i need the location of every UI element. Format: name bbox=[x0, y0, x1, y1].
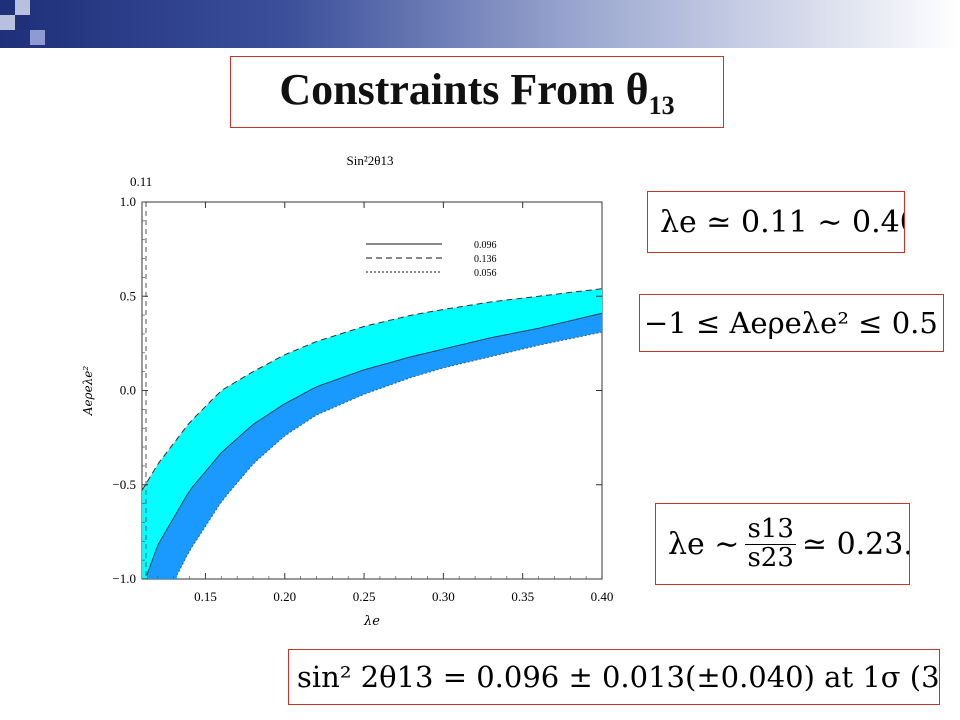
y-tick-label: 0.5 bbox=[120, 288, 136, 303]
decor-square-4 bbox=[15, 15, 30, 30]
a-range-equation: −1 ≤ Aeρeλe² ≤ 0.5 bbox=[639, 294, 944, 352]
lambda-ratio-lhs: λe ∼ bbox=[668, 526, 740, 562]
sin2-theta-equation: sin² 2θ13 = 0.096 ± 0.013(±0.040) at 1σ … bbox=[288, 649, 940, 705]
y-tick-label: 1.0 bbox=[120, 194, 136, 209]
ratio-numerator: s13 bbox=[745, 514, 796, 545]
lambda-ratio-rhs: ≃ 0.23. bbox=[801, 526, 910, 562]
legend-label: 0.056 bbox=[474, 268, 497, 279]
a-range-text: −1 ≤ Aeρeλe² ≤ 0.5 bbox=[644, 306, 938, 340]
legend-label: 0.136 bbox=[474, 254, 497, 265]
vline-label: 0.11 bbox=[130, 174, 152, 189]
series-line-0.136 bbox=[142, 288, 602, 491]
x-tick-label: 0.40 bbox=[591, 589, 614, 604]
y-axis-label: Aeρeλe² bbox=[81, 366, 95, 417]
series-line-0.096 bbox=[146, 312, 602, 576]
constraint-chart: Sin²2θ13 0.11 0.15 0.20 0.25 0.30 0.35 0.40 −1.… bbox=[81, 153, 613, 629]
x-tick-label: 0.25 bbox=[353, 589, 376, 604]
series-line-0.056 bbox=[176, 331, 602, 576]
decor-square-1 bbox=[0, 0, 15, 15]
sin2-theta-text: sin² 2θ13 = 0.096 ± 0.013(±0.040) at 1σ … bbox=[297, 660, 940, 694]
x-tick-label: 0.20 bbox=[273, 589, 296, 604]
decor-square-3 bbox=[0, 15, 15, 30]
plot-area: 0.11 0.15 0.20 0.25 0.30 0.35 0.40 −1.0 −0.5 0.0 0… bbox=[81, 174, 613, 629]
y-tick-label: −0.5 bbox=[112, 477, 136, 492]
lambda-ratio-equation: λe ∼ s13 s23 ≃ 0.23. bbox=[655, 503, 910, 585]
decor-square-5 bbox=[30, 30, 45, 45]
chart-title: Sin²2θ13 bbox=[347, 153, 394, 168]
y-tick-label: −1.0 bbox=[112, 571, 136, 586]
band-lower-region bbox=[146, 313, 602, 579]
x-tick-label: 0.30 bbox=[432, 589, 455, 604]
legend-label: 0.096 bbox=[474, 240, 497, 251]
band-upper-region bbox=[142, 288, 602, 579]
decor-square-2 bbox=[15, 0, 30, 15]
x-tick-label: 0.35 bbox=[511, 589, 534, 604]
slide-title: Constraints From θ13 bbox=[230, 56, 724, 128]
slide-title-text: Constraints From θ13 bbox=[279, 64, 674, 121]
x-axis-label: λe bbox=[363, 614, 380, 629]
lambda-range-text: λe ≃ 0.11 ∼ 0.40. bbox=[660, 204, 905, 240]
slide-header-bar bbox=[0, 0, 960, 48]
title-subscript: 13 bbox=[648, 90, 675, 120]
ratio-fraction: s13 s23 bbox=[745, 514, 796, 573]
ratio-denominator: s23 bbox=[747, 542, 794, 573]
lambda-range-equation: λe ≃ 0.11 ∼ 0.40. bbox=[647, 191, 905, 253]
x-tick-label: 0.15 bbox=[194, 589, 217, 604]
y-tick-label: 0.0 bbox=[120, 383, 136, 398]
title-main: Constraints From θ bbox=[279, 64, 649, 114]
